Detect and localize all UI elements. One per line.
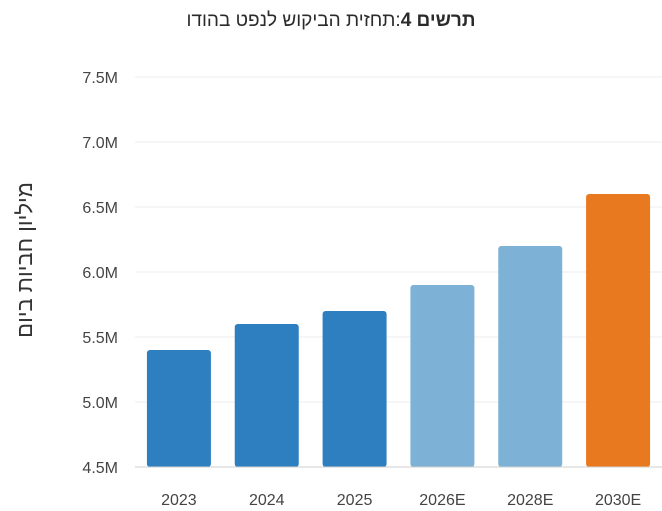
y-tick-label: 6.5M	[82, 200, 118, 217]
chart-title: תרשים 4:תחזית הביקוש לנפט בהודו	[0, 10, 662, 32]
chart-title-rest: :תחזית הביקוש לנפט בהודו	[186, 10, 401, 31]
x-tick-label: 2030E	[595, 492, 641, 509]
y-tick-label: 7.0M	[82, 135, 118, 152]
bar	[498, 246, 563, 467]
y-tick-label: 5.5M	[82, 330, 118, 347]
x-tick-label: 2028E	[507, 492, 553, 509]
y-tick-label: 5.0M	[82, 395, 118, 412]
x-tick-label: 2026E	[419, 492, 465, 509]
x-tick-label: 2024	[249, 492, 285, 509]
bar	[146, 350, 211, 467]
bar	[234, 324, 299, 467]
y-tick-label: 7.5M	[82, 70, 118, 87]
bar	[410, 285, 475, 467]
bar	[322, 311, 387, 467]
chart-title-bold: תרשים 4	[400, 10, 476, 31]
y-tick-label: 4.5M	[82, 460, 118, 477]
x-tick-label: 2025	[337, 492, 373, 509]
bar	[586, 194, 651, 467]
x-tick-label: 2023	[161, 492, 197, 509]
y-tick-label: 6.0M	[82, 265, 118, 282]
